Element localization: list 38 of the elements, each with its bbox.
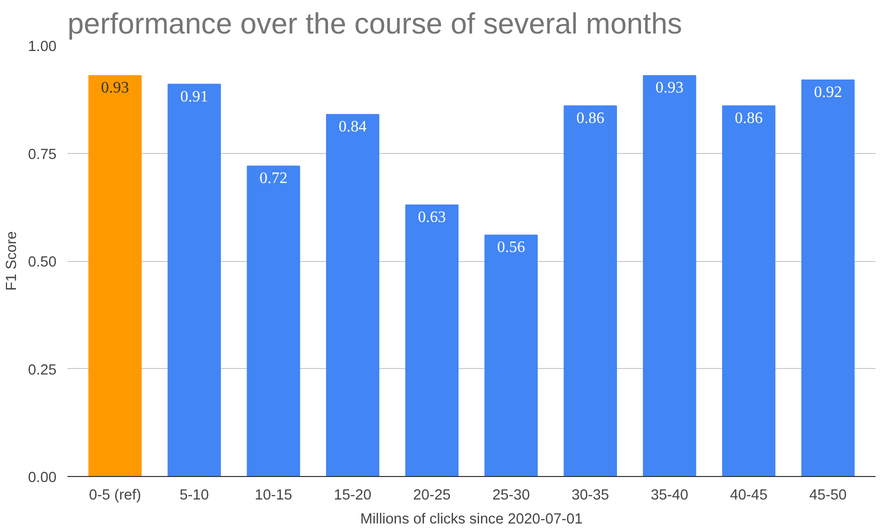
x-tick-label: 40-45 (730, 488, 768, 504)
data-label: 0.92 (814, 84, 842, 101)
x-axis-title: Millions of clicks since 2020-07-01 (360, 512, 583, 528)
bar (564, 105, 617, 476)
x-tick-label: 0-5 (ref) (88, 488, 142, 504)
bar (326, 114, 380, 476)
x-tick-label: 35-40 (650, 488, 688, 504)
bar (88, 75, 142, 476)
bar (642, 75, 696, 476)
x-tick-label: 10-15 (254, 488, 292, 504)
x-tick-label: 45-50 (809, 488, 847, 504)
bar (722, 105, 776, 476)
data-label: 0.84 (338, 118, 367, 136)
x-tick-label: 25-30 (492, 488, 530, 504)
data-label: 0.93 (101, 80, 130, 97)
bar (246, 166, 300, 476)
data-label: 0.93 (656, 80, 684, 97)
y-tick-label: 0.00 (28, 470, 57, 486)
bar (405, 204, 459, 476)
chart-title: performance over the course of several months (68, 8, 682, 40)
data-label: 0.91 (180, 88, 208, 106)
data-label: 0.86 (734, 110, 763, 127)
x-tick-label: 5-10 (180, 488, 209, 504)
data-label: 0.63 (418, 208, 446, 226)
bar (801, 79, 855, 476)
data-label: 0.56 (497, 239, 526, 256)
x-tick-label: 15-20 (334, 488, 372, 504)
x-tick-label: 20-25 (413, 488, 451, 504)
bar (168, 84, 221, 476)
bar (484, 234, 538, 476)
data-label: 0.72 (259, 170, 288, 188)
y-tick-label: 0.75 (28, 146, 57, 163)
x-tick-label: 30-35 (572, 488, 610, 504)
y-tick-label: 1.00 (28, 39, 57, 55)
y-tick-label: 0.25 (28, 362, 57, 378)
y-tick-label: 0.50 (28, 254, 57, 270)
y-axis-title: F1 Score (4, 231, 20, 291)
data-label: 0.86 (576, 110, 604, 127)
